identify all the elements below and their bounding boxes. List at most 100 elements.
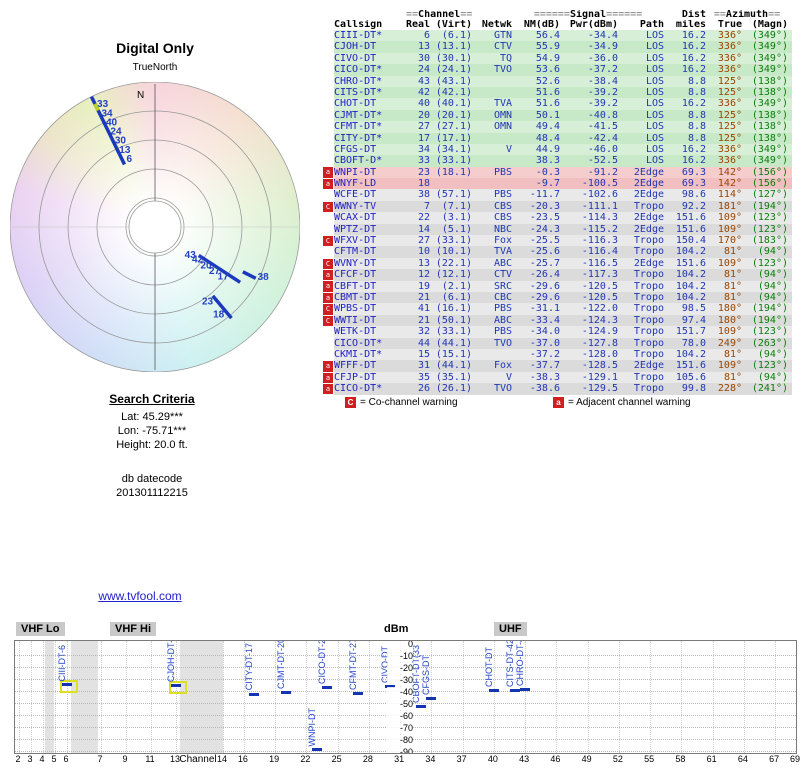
cell-callsign[interactable]: CHRO-DT*: [334, 75, 383, 87]
cell-miles: 151.6: [675, 360, 706, 372]
cell-callsign[interactable]: CJMT-DT*: [334, 109, 383, 121]
cell-true: 249°: [717, 337, 742, 349]
cell-callsign[interactable]: WPBS-DT: [334, 303, 377, 315]
channel-warning-badge: C: [323, 235, 333, 247]
cell-callsign[interactable]: CITY-DT*: [334, 132, 383, 144]
cell-pwr: -116.3: [581, 235, 618, 247]
cell-callsign[interactable]: WFXV-DT: [334, 235, 377, 247]
cell-true: 336°: [717, 143, 742, 155]
x-axis-tick-label: 5: [51, 754, 57, 764]
cell-path: Tropo: [633, 246, 664, 258]
spectrum-gap-stripe: [45, 641, 54, 753]
radar-plot: N 6 13 30 24 40 34 33 43 42 20 27 17 38 23 18: [10, 82, 300, 372]
cell-callsign[interactable]: CBMT-DT: [334, 291, 377, 303]
cell-miles: 16.2: [681, 98, 706, 110]
cell-miles: 151.6: [675, 257, 706, 269]
cell-real: 12: [417, 269, 430, 281]
cell-callsign[interactable]: WCFE-DT: [334, 189, 377, 201]
v-gridline: [618, 641, 620, 753]
cell-miles: 69.3: [681, 178, 706, 190]
signal-bar: [171, 683, 181, 687]
cell-true: 336°: [717, 52, 742, 64]
col-real: Real: [406, 20, 430, 30]
table-row: WWNY-TV 7 (7.1) CBS -20.3 -111.1 Tropo 92.2 181°…: [334, 200, 792, 213]
cell-callsign[interactable]: WNYF-LD: [334, 178, 377, 190]
channel-warning-badge: a: [323, 269, 333, 281]
cell-callsign[interactable]: CFGS-DT: [334, 143, 377, 155]
cell-real: 13: [417, 257, 430, 269]
cell-miles: 8.8: [687, 86, 706, 98]
radar-pending-tick: [93, 102, 100, 112]
cell-real: 13: [417, 41, 430, 53]
cell-real: 21: [417, 314, 430, 326]
cell-callsign[interactable]: CBOFT-D*: [334, 155, 383, 167]
cell-callsign[interactable]: WWNY-TV: [334, 200, 377, 212]
y-axis-unit-label: dBm: [384, 623, 409, 635]
cell-callsign[interactable]: WWTI-DT: [334, 314, 377, 326]
radar-channel-label: 34: [102, 108, 114, 119]
radar-signal-line: [197, 253, 242, 284]
db-datecode-value: 201301112215: [116, 487, 188, 499]
cell-path: LOS: [645, 86, 664, 98]
signal-table-body: CIII-DT* 6 (6.1) GTN 56.4 -34.4 LOS 16.2 336° (34…: [334, 30, 792, 395]
cell-callsign[interactable]: CFJP-DT: [334, 371, 377, 383]
cell-callsign[interactable]: WPTZ-DT: [334, 223, 377, 235]
cell-true: 81°: [723, 280, 742, 292]
cell-callsign[interactable]: CFMT-DT*: [334, 121, 383, 133]
cell-pwr: -116.4: [581, 246, 618, 258]
cell-miles: 16.2: [681, 64, 706, 76]
group-spacer: [472, 10, 512, 20]
cell-real: 20: [417, 109, 430, 121]
x-axis-tick-label: 69: [789, 754, 800, 764]
group-dist: Dist: [681, 10, 706, 20]
cell-callsign[interactable]: WNPI-DT: [334, 166, 377, 178]
cell-callsign[interactable]: WFFF-DT: [334, 360, 377, 372]
tvfool-link[interactable]: www.tvfool.com: [98, 589, 182, 603]
cell-callsign[interactable]: CBFT-DT: [334, 280, 377, 292]
cell-callsign[interactable]: CFTM-DT: [334, 246, 377, 258]
cell-real: 32: [417, 326, 430, 338]
cell-path: LOS: [645, 121, 664, 133]
cell-nm: 51.6: [535, 86, 560, 98]
cell-callsign[interactable]: CITS-DT*: [334, 86, 383, 98]
y-axis-tick-label: -10: [387, 650, 413, 661]
cell-callsign[interactable]: WCAX-DT: [334, 212, 377, 224]
cell-netwk: TVO: [493, 383, 512, 395]
cell-real: 33: [417, 155, 430, 167]
cell-pwr: -116.5: [581, 257, 618, 269]
cell-callsign[interactable]: CKMI-DT*: [334, 348, 383, 360]
cell-callsign[interactable]: CHOT-DT: [334, 98, 377, 110]
cell-pwr: -120.5: [581, 291, 618, 303]
bar-label: CITY-DT-17: [244, 643, 255, 691]
cell-pwr: -34.4: [587, 30, 618, 41]
cell-real: 22: [417, 212, 430, 224]
v-gridline: [19, 641, 20, 753]
cell-callsign[interactable]: CICO-DT*: [334, 64, 383, 76]
radar-channel-label: 18: [213, 310, 225, 321]
cell-virt: (35.1): [435, 371, 472, 383]
cell-callsign[interactable]: WETK-DT: [334, 326, 377, 338]
cell-callsign[interactable]: CFCF-DT: [334, 269, 377, 281]
cell-virt: (43.1): [435, 75, 472, 87]
cell-callsign[interactable]: CICO-DT*: [334, 383, 383, 395]
cell-miles: 16.2: [681, 30, 706, 41]
bar-label: CFMT-DT-27: [348, 640, 359, 690]
cell-true: 125°: [717, 109, 742, 121]
cell-path: 2Edge: [633, 360, 664, 372]
x-axis-tick-label: 40: [487, 754, 498, 764]
cell-pwr: -102.6: [581, 189, 618, 201]
col-pwr: Pwr(dBm): [569, 20, 618, 30]
channel-warning-badge: C: [323, 258, 333, 269]
cell-callsign[interactable]: CJOH-DT: [334, 41, 377, 53]
table-row: CICO-DT* 26 (26.1) TVO -38.6 -129.5 Tropo 99.8 2…: [334, 383, 792, 395]
cell-callsign[interactable]: CICO-DT*: [334, 337, 383, 349]
cell-callsign[interactable]: CIVO-DT: [334, 52, 377, 64]
v-gridline: [525, 641, 527, 753]
x-axis-tick-label: 34: [425, 754, 436, 764]
v-gridline: [126, 641, 127, 753]
cell-true: 336°: [717, 30, 742, 41]
cell-pwr: -100.5: [581, 178, 618, 190]
cell-callsign[interactable]: WVNY-DT: [334, 257, 377, 269]
signal-bar: [520, 687, 531, 691]
cell-callsign[interactable]: CIII-DT*: [334, 30, 383, 41]
